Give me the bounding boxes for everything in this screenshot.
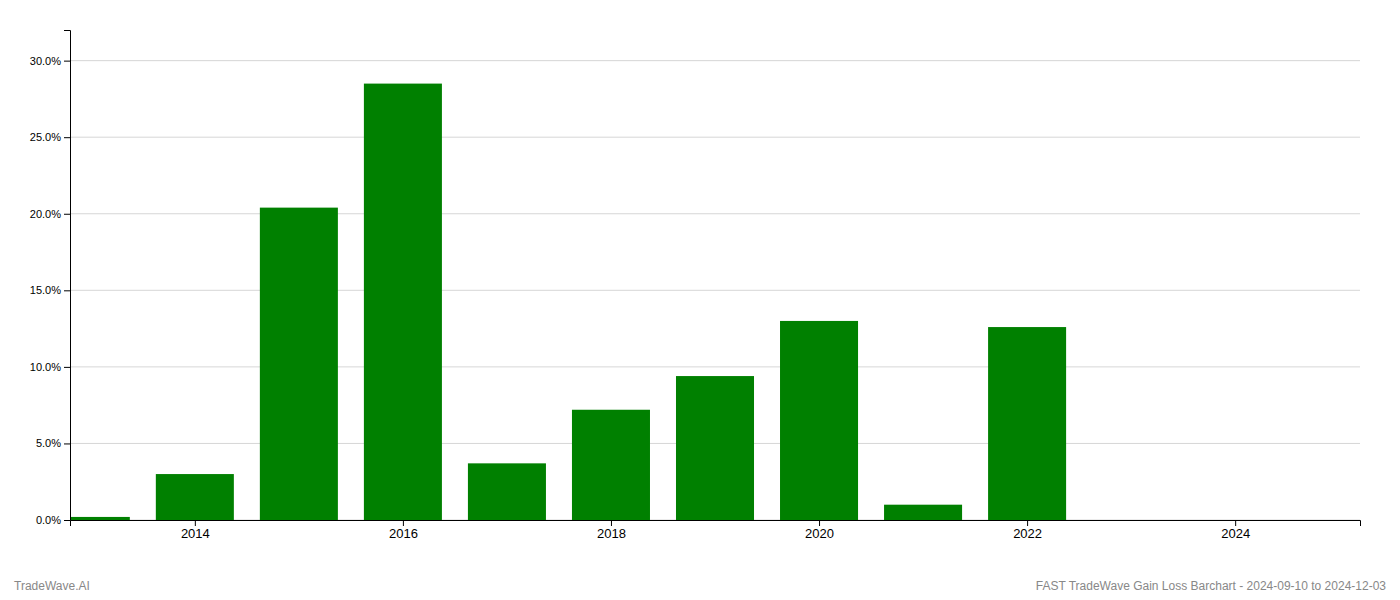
bars [70,84,1066,520]
x-axis-line [71,521,1361,527]
x-tick: 2014 [181,520,210,541]
x-axis: 2014 2016 2018 2020 2022 2024 [71,520,1361,541]
y-tick: 30.0% [30,55,70,67]
y-tick-label: 10.0% [30,361,61,373]
y-tick: 5.0% [36,437,70,449]
y-tick-mark [64,443,70,444]
bar [260,208,338,520]
y-tick-mark [64,520,70,521]
bar [468,463,546,520]
x-tick-label: 2022 [1013,526,1042,541]
grid [70,61,1360,520]
y-tick: 15.0% [30,284,70,296]
bar [988,327,1066,520]
bar [364,84,442,520]
y-tick-mark [64,367,70,368]
y-tick-label: 30.0% [30,55,61,67]
x-tick: 2018 [597,520,626,541]
bar [780,321,858,520]
footer-text: FAST TradeWave Gain Loss Barchart - 2024… [1036,579,1387,593]
y-tick-label: 15.0% [30,284,61,296]
footer: TradeWave.AI FAST TradeWave Gain Loss Bar… [14,579,1386,593]
y-tick-label: 25.0% [30,131,61,143]
plot: 2014 2016 2018 2020 2022 2024 0.0% 5.0% 10.0% 15.… [30,31,1361,542]
x-tick-label: 2014 [181,526,210,541]
x-tick-mark [1027,520,1028,526]
x-tick-mark [195,520,196,526]
x-tick-label: 2020 [805,526,834,541]
x-tick: 2024 [1221,520,1250,541]
x-tick-mark [1235,520,1236,526]
y-tick-label: 0.0% [36,514,61,526]
bar [156,474,234,520]
x-tick-mark [611,520,612,526]
y-tick-mark [64,61,70,62]
x-tick: 2016 [389,520,418,541]
bar [70,517,130,520]
y-tick-mark [64,137,70,138]
x-tick-label: 2016 [389,526,418,541]
footer-text: TradeWave.AI [14,579,90,593]
y-axis: 0.0% 5.0% 10.0% 15.0% 20.0% 25.0% 30.0% [30,31,71,527]
y-tick-mark [64,214,70,215]
x-tick-label: 2024 [1221,526,1250,541]
bar [1092,520,1170,521]
bar [884,505,962,520]
y-tick-label: 20.0% [30,208,61,220]
bar [676,376,754,520]
y-tick: 10.0% [30,361,70,373]
grid-line [70,60,1360,61]
y-axis-line [64,31,71,521]
x-tick-mark [819,520,820,526]
x-tick-label: 2018 [597,526,626,541]
x-tick: 2022 [1013,520,1042,541]
y-tick: 20.0% [30,208,70,220]
x-tick-mark [403,520,404,526]
x-tick: 2020 [805,520,834,541]
y-tick: 25.0% [30,131,70,143]
y-tick-label: 5.0% [36,437,61,449]
grid-line [70,137,1360,138]
chart: 2014 2016 2018 2020 2022 2024 0.0% 5.0% 10.0% 15.… [0,0,1400,600]
y-tick-mark [64,290,70,291]
bar [572,410,650,520]
y-tick: 0.0% [36,514,70,526]
